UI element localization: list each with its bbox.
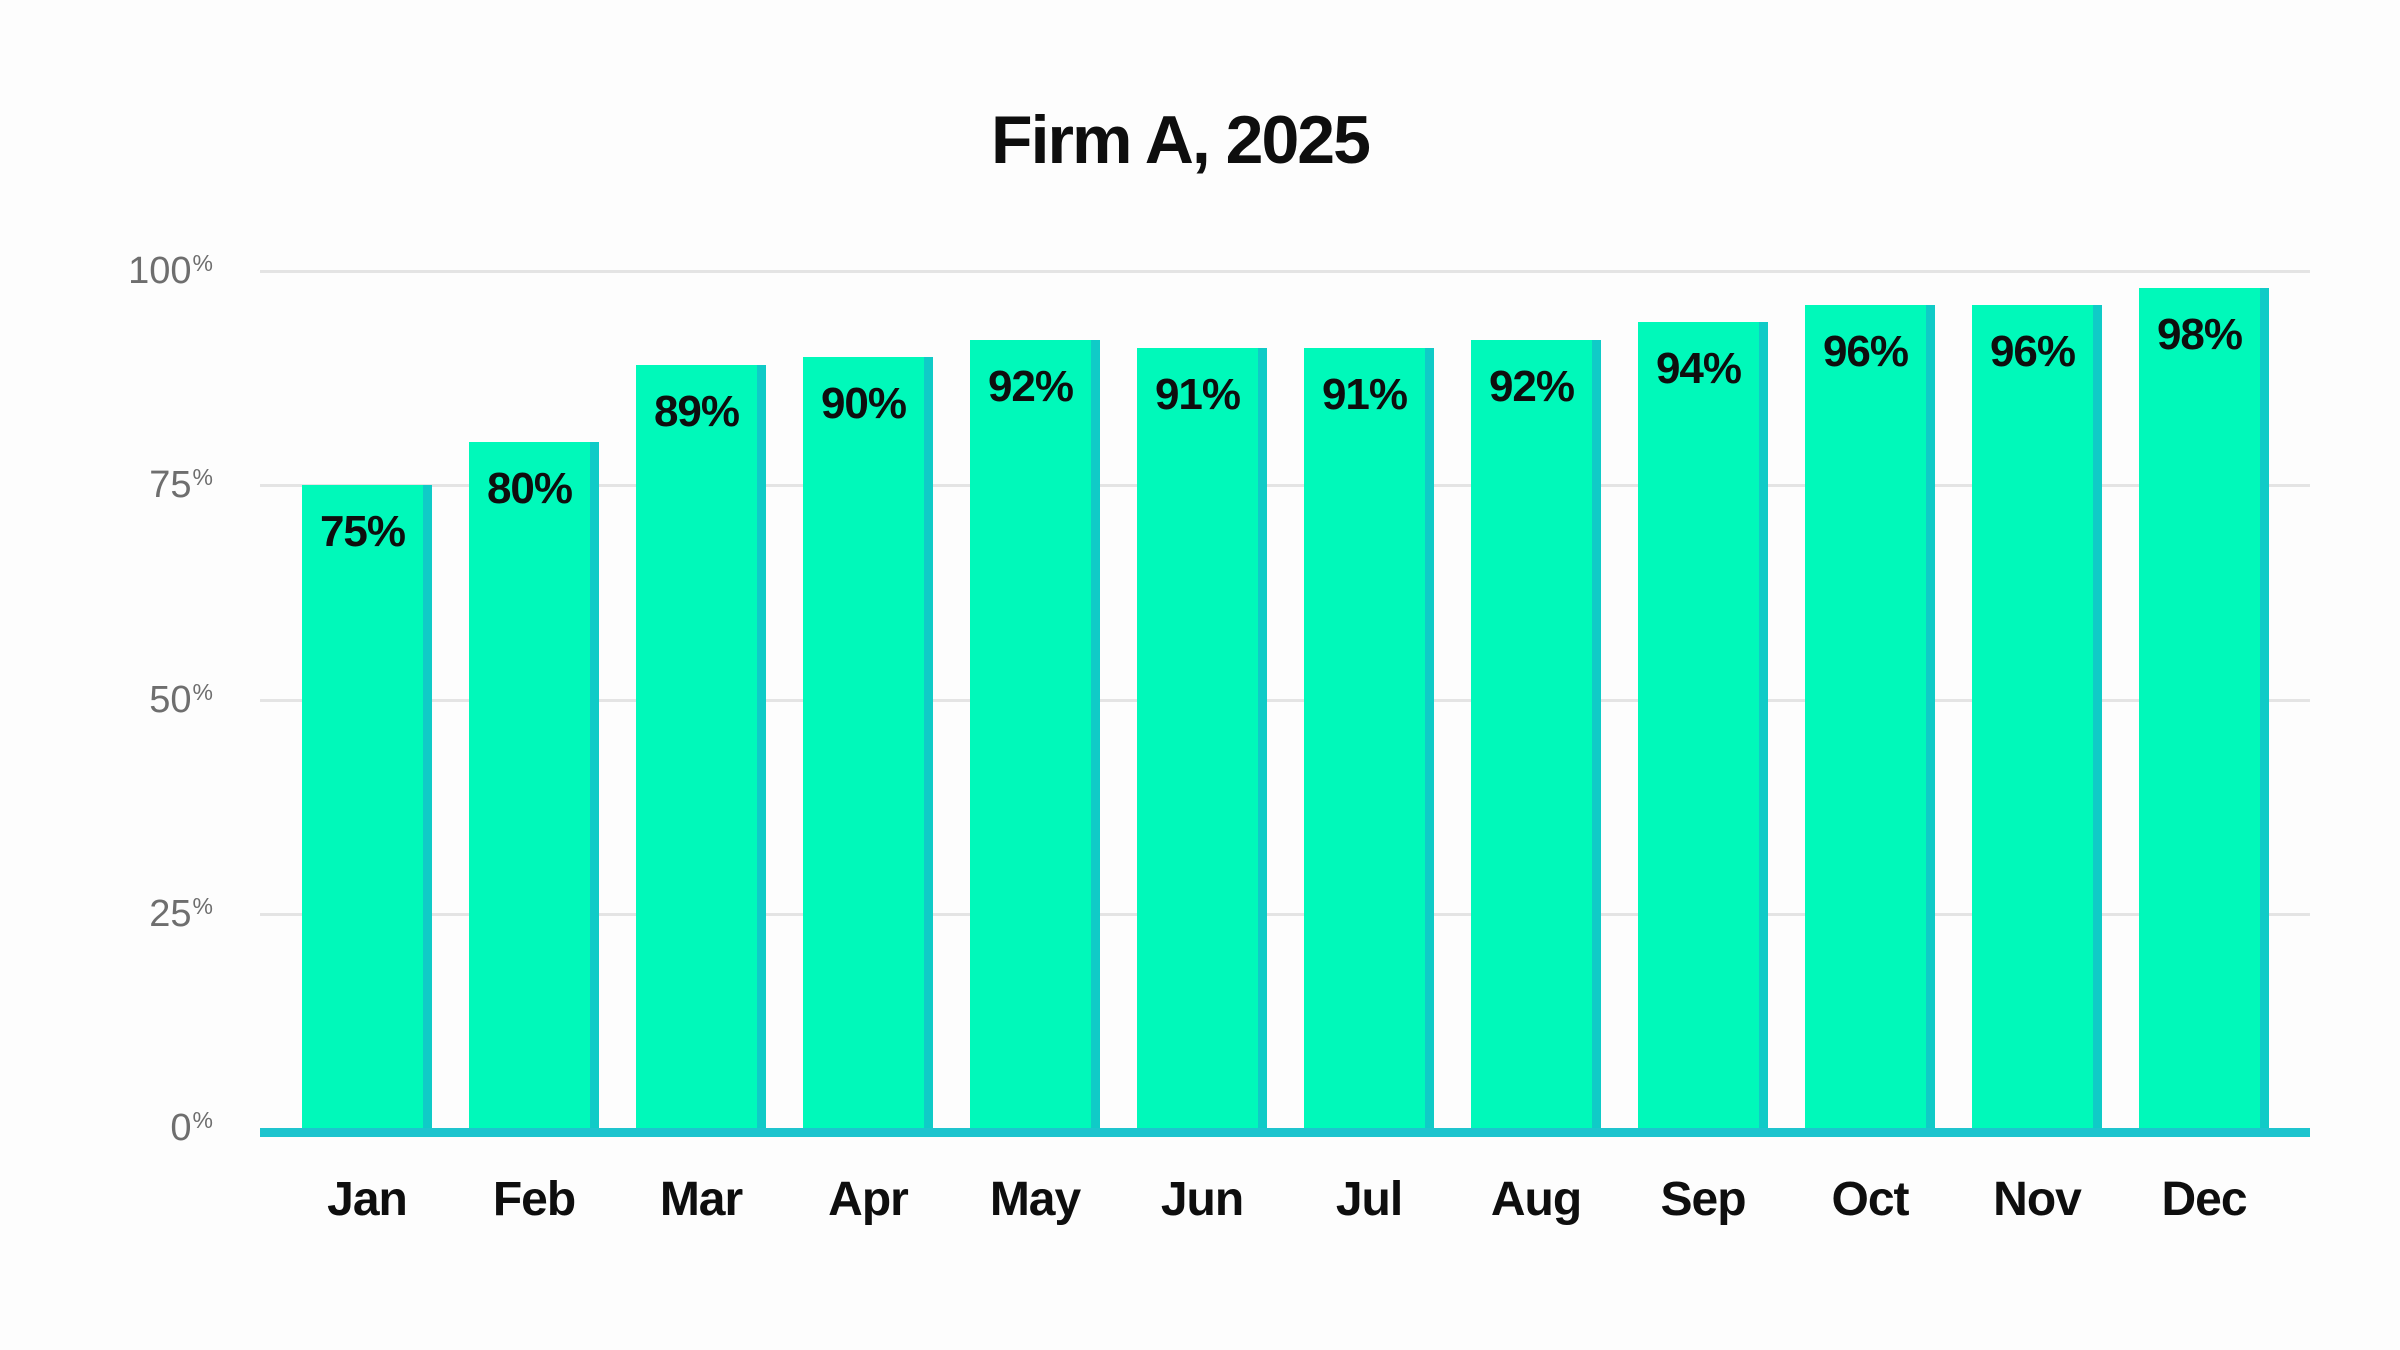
bar-column-nov: 96% Nov xyxy=(1972,271,2102,1226)
bar-column-jul: 91% Jul xyxy=(1304,271,1434,1226)
bar-may: 92% xyxy=(970,339,1100,1128)
x-axis-label-jun: Jun xyxy=(1160,1173,1244,1226)
y-tick-value: 75 xyxy=(149,464,192,507)
x-axis-label-feb: Feb xyxy=(492,1173,576,1226)
bar-jul: 91% xyxy=(1304,348,1434,1128)
bar-dec: 98% xyxy=(2139,288,2269,1128)
plot-area: 75% Jan 80% Feb 89% Mar 90% Apr 92% May 91% Jun 91% J… xyxy=(260,270,2310,1226)
x-axis-label-apr: Apr xyxy=(828,1173,909,1226)
y-tick-value: 25 xyxy=(149,892,192,935)
bar-value-label: 96% xyxy=(1822,327,1909,377)
bar-jun: 91% xyxy=(1137,348,1267,1128)
bar-value-label: 80% xyxy=(486,464,573,514)
x-axis-label-may: May xyxy=(989,1173,1081,1226)
bar-column-oct: 96% Oct xyxy=(1805,271,1935,1226)
bar-value-label: 96% xyxy=(1989,327,2076,377)
bar-value-label: 91% xyxy=(1154,370,1241,420)
bar-column-jun: 91% Jun xyxy=(1137,271,1267,1226)
gridlines xyxy=(260,270,2310,1128)
bar-value-label: 89% xyxy=(653,387,740,437)
bar-value-label: 75% xyxy=(319,507,406,557)
x-axis-label-mar: Mar xyxy=(659,1173,743,1226)
percent-sign: % xyxy=(192,1107,213,1133)
bar-oct: 96% xyxy=(1805,305,1935,1128)
x-axis-label-oct: Oct xyxy=(1831,1173,1909,1226)
y-tick-value: 100 xyxy=(128,250,192,292)
bar-mar: 89% xyxy=(636,365,766,1128)
x-axis-label-nov: Nov xyxy=(1993,1173,2082,1226)
gridline-25 xyxy=(260,912,2310,916)
bar-aug: 92% xyxy=(1471,339,1601,1128)
bar-column-apr: 90% Apr xyxy=(803,271,933,1226)
bar-value-label: 91% xyxy=(1321,370,1408,420)
bar-series: 75% Jan 80% Feb 89% Mar 90% Apr 92% May 91% Jun 91% J… xyxy=(260,271,2310,1226)
gridline-100 xyxy=(260,270,2310,273)
bar-jan: 75% xyxy=(302,485,432,1128)
y-tick-label-100: 100% xyxy=(0,247,213,299)
bar-value-label: 90% xyxy=(820,378,907,428)
percent-sign: % xyxy=(192,892,213,919)
bar-column-may: 92% May xyxy=(970,271,1100,1226)
x-axis-label-aug: Aug xyxy=(1490,1173,1582,1226)
y-tick-value: 0 xyxy=(170,1107,192,1149)
percent-sign: % xyxy=(192,250,213,276)
y-axis: 0% 25% 50% 75% 100% xyxy=(0,250,213,1149)
x-axis-label-dec: Dec xyxy=(2161,1173,2247,1226)
bar-value-label: 92% xyxy=(987,361,1074,411)
y-tick-label-75: 75% xyxy=(0,461,213,513)
bar-column-sep: 94% Sep xyxy=(1638,271,1768,1226)
bar-column-aug: 92% Aug xyxy=(1471,271,1601,1226)
bar-value-label: 98% xyxy=(2156,310,2243,360)
gridline-75 xyxy=(260,484,2310,488)
y-tick-label-0: 0% xyxy=(0,1104,213,1156)
x-axis-label-jul: Jul xyxy=(1335,1173,1403,1226)
y-tick-label-50: 50% xyxy=(0,676,213,728)
bar-sep: 94% xyxy=(1638,322,1768,1128)
bar-column-feb: 80% Feb xyxy=(469,271,599,1226)
bar-value-label: 92% xyxy=(1488,361,1575,411)
bar-column-dec: 98% Dec xyxy=(2139,271,2269,1226)
bar-feb: 80% xyxy=(469,442,599,1128)
chart-title: Firm A, 2025 xyxy=(991,102,1371,178)
x-axis-label-sep: Sep xyxy=(1660,1173,1746,1226)
y-tick-value: 50 xyxy=(149,678,192,721)
x-axis-label-jan: Jan xyxy=(327,1173,408,1226)
bar-value-label: 94% xyxy=(1655,344,1742,394)
percent-sign: % xyxy=(192,464,213,491)
x-axis-line xyxy=(260,1128,2310,1137)
bar-column-mar: 89% Mar xyxy=(636,271,766,1226)
bar-column-jan: 75% Jan xyxy=(302,271,432,1226)
y-tick-label-25: 25% xyxy=(0,890,213,942)
gridline-50 xyxy=(260,698,2310,702)
percent-sign: % xyxy=(192,678,213,705)
bar-nov: 96% xyxy=(1972,305,2102,1128)
bar-apr: 90% xyxy=(803,356,933,1128)
